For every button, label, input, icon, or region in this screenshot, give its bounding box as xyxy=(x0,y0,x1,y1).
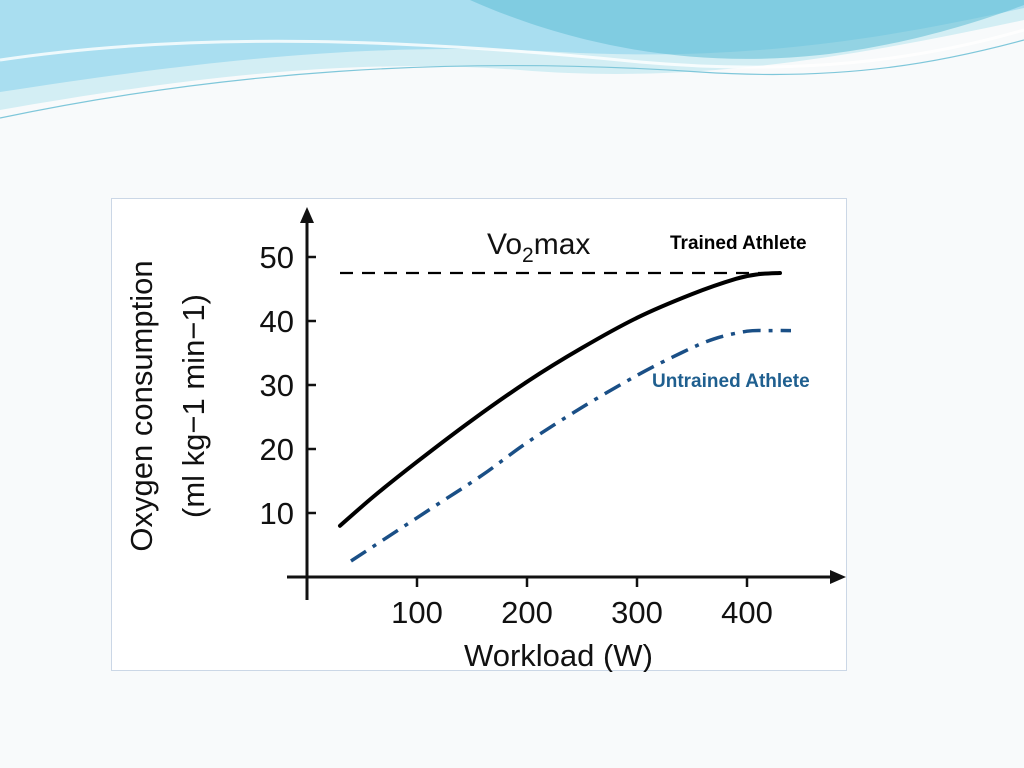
legend-untrained-athlete: Untrained Athlete xyxy=(652,371,810,392)
legend-trained-athlete: Trained Athlete xyxy=(670,233,807,254)
x-axis-title: Workload (W) xyxy=(464,638,653,672)
y-axis-arrowhead xyxy=(300,207,314,223)
figure-frame: 10 20 30 40 50 100 200 300 400 Vo2max Trained A… xyxy=(111,198,847,672)
series-line-untrained-athlete xyxy=(350,328,792,563)
y-ticks: 10 20 30 40 50 xyxy=(260,240,316,531)
y-axis-title-line1: Oxygen consumption xyxy=(124,260,159,551)
x-axis-arrowhead xyxy=(830,570,846,584)
x-tick-label: 400 xyxy=(721,595,773,630)
series-line-trained-athlete xyxy=(338,271,782,528)
wave-white-streak xyxy=(0,28,1024,69)
y-tick-label: 50 xyxy=(260,240,294,275)
y-tick-label: 30 xyxy=(260,368,294,403)
x-ticks: 100 200 300 400 xyxy=(391,577,773,630)
y-tick-label: 10 xyxy=(260,496,294,531)
wave-dark xyxy=(0,0,1024,59)
vo2max-label: Vo2max xyxy=(487,228,590,267)
wave-line xyxy=(0,39,1024,119)
y-tick-label: 20 xyxy=(260,432,294,467)
oxygen-consumption-chart: 10 20 30 40 50 100 200 300 400 Vo2max Trained A… xyxy=(124,207,846,672)
y-axis-title-line2: (ml kg−1 min−1) xyxy=(176,294,211,518)
y-tick-label: 40 xyxy=(260,304,294,339)
x-tick-label: 100 xyxy=(391,595,443,630)
x-tick-label: 200 xyxy=(501,595,553,630)
x-tick-label: 300 xyxy=(611,595,663,630)
